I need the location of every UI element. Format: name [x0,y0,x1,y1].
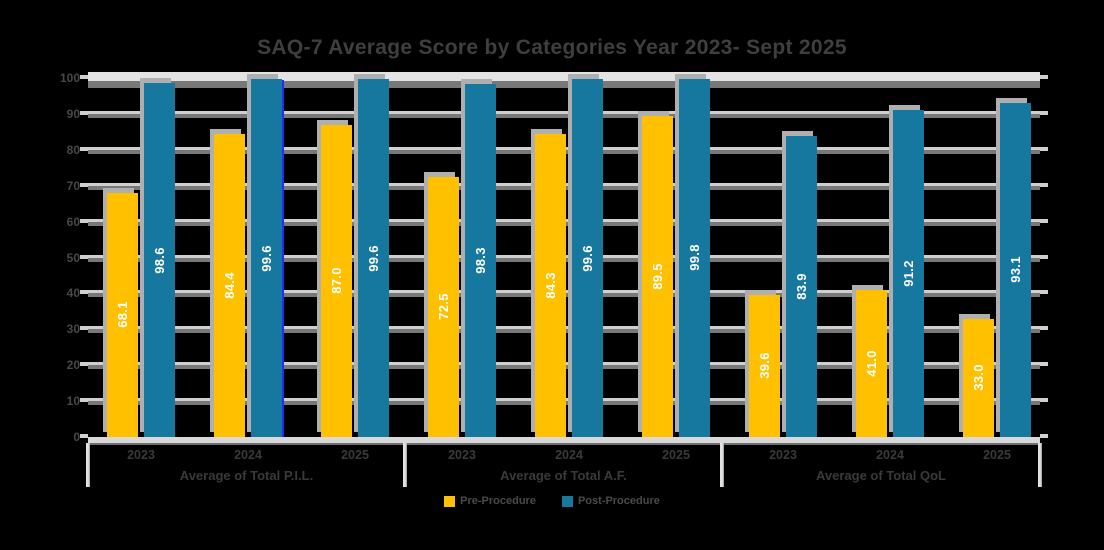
legend-item-post-procedure[interactable]: Post-Procedure [561,495,660,507]
year-label-2023: 2023 [127,448,155,462]
post-procedure-swatch-icon [561,495,573,507]
legend: Pre-Procedure Post-Procedure [0,495,1104,507]
y-tick-mark-left [80,75,88,79]
legend-label-pre-procedure: Pre-Procedure [460,495,536,507]
selection-highlight-line [282,80,284,437]
year-label-2025: 2025 [662,448,690,462]
y-tick-mark-right [1040,182,1048,187]
bar-pre-Average of Total P.I.L.-2024[interactable] [214,134,245,437]
pre-procedure-swatch-icon [444,495,456,507]
category-axis-bracket-1 [403,443,407,487]
category-axis-bracket-3 [1038,443,1042,487]
y-tick-mark-left [80,362,88,367]
y-tick-label: 50 [66,250,80,265]
y-tick-mark-right [1040,290,1048,295]
category-axis-bracket-2 [720,443,724,487]
y-tick-label: 20 [66,358,80,373]
bar-post-Average of Total A.F.-2023[interactable] [465,84,496,437]
y-tick-label: 70 [66,178,80,193]
y-tick-label: 60 [66,214,80,229]
bar-pre-Average of Total A.F.-2025[interactable] [642,115,673,437]
legend-item-pre-procedure[interactable]: Pre-Procedure [444,495,536,507]
bar-post-Average of Total P.I.L.-2025[interactable] [358,79,389,437]
year-label-2023: 2023 [769,448,797,462]
bar-post-Average of Total P.I.L.-2024[interactable] [251,79,282,437]
y-tick-mark-right [1040,326,1048,331]
y-tick-mark-left [80,110,88,115]
group-label-2: Average of Total QoL [815,468,946,483]
y-tick-mark-left [80,398,88,403]
bar-pre-Average of Total P.I.L.-2023[interactable] [107,192,138,437]
y-tick-mark-left [80,182,88,187]
bar-post-Average of Total QoL-2023[interactable] [786,135,817,437]
bar-pre-Average of Total QoL-2023[interactable] [749,294,780,437]
y-tick-label: 90 [66,106,80,121]
gridline-90 [88,110,1040,114]
category-axis-bracket-0 [86,443,90,487]
y-tick-mark-right [1040,218,1048,223]
y-tick-mark-right [1040,398,1048,403]
gridline-90-shadow [88,113,1040,118]
group-label-1: Average of Total A.F. [500,468,627,483]
bar-post-Average of Total A.F.-2025[interactable] [679,78,710,437]
y-tick-mark-right [1040,110,1048,115]
year-label-2025: 2025 [341,448,369,462]
y-tick-mark-left [80,218,88,223]
bar-pre-Average of Total QoL-2024[interactable] [856,289,887,437]
bar-post-Average of Total P.I.L.-2023[interactable] [144,83,175,437]
bar-post-Average of Total QoL-2024[interactable] [893,109,924,437]
y-tick-label: 0 [73,430,80,444]
y-tick-mark-left [80,146,88,151]
year-label-2024: 2024 [555,448,583,462]
y-tick-label: 40 [66,286,80,301]
gridline-100-shadow [88,81,1040,88]
bar-pre-Average of Total A.F.-2024[interactable] [535,134,566,437]
gridline-0-shadow [88,443,1040,445]
chart-title: SAQ-7 Average Score by Categories Year 2… [257,36,847,59]
year-label-2024: 2024 [234,448,262,462]
y-tick-label: 10 [66,394,80,409]
year-label-2023: 2023 [448,448,476,462]
y-tick-mark-left [80,434,88,438]
y-tick-mark-right [1040,146,1048,151]
gridline-100 [88,72,1040,81]
y-tick-mark-right [1040,434,1048,438]
year-label-2024: 2024 [876,448,904,462]
y-tick-mark-left [80,290,88,295]
bar-pre-Average of Total A.F.-2023[interactable] [428,176,459,437]
y-tick-mark-right [1040,362,1048,367]
group-label-0: Average of Total P.I.L. [179,468,314,483]
y-tick-label: 30 [66,322,80,337]
y-tick-mark-left [80,326,88,331]
y-tick-mark-left [80,254,88,259]
y-tick-label: 100 [59,71,80,85]
y-tick-label: 80 [66,142,80,157]
gridline-0 [88,437,1040,443]
y-tick-mark-right [1040,254,1048,259]
bar-post-Average of Total A.F.-2024[interactable] [572,79,603,437]
bar-post-Average of Total QoL-2025[interactable] [1000,102,1031,437]
y-tick-mark-right [1040,75,1048,79]
bar-pre-Average of Total QoL-2025[interactable] [963,318,994,437]
legend-label-post-procedure: Post-Procedure [577,495,660,507]
bar-pre-Average of Total P.I.L.-2025[interactable] [321,124,352,437]
year-label-2025: 2025 [983,448,1011,462]
